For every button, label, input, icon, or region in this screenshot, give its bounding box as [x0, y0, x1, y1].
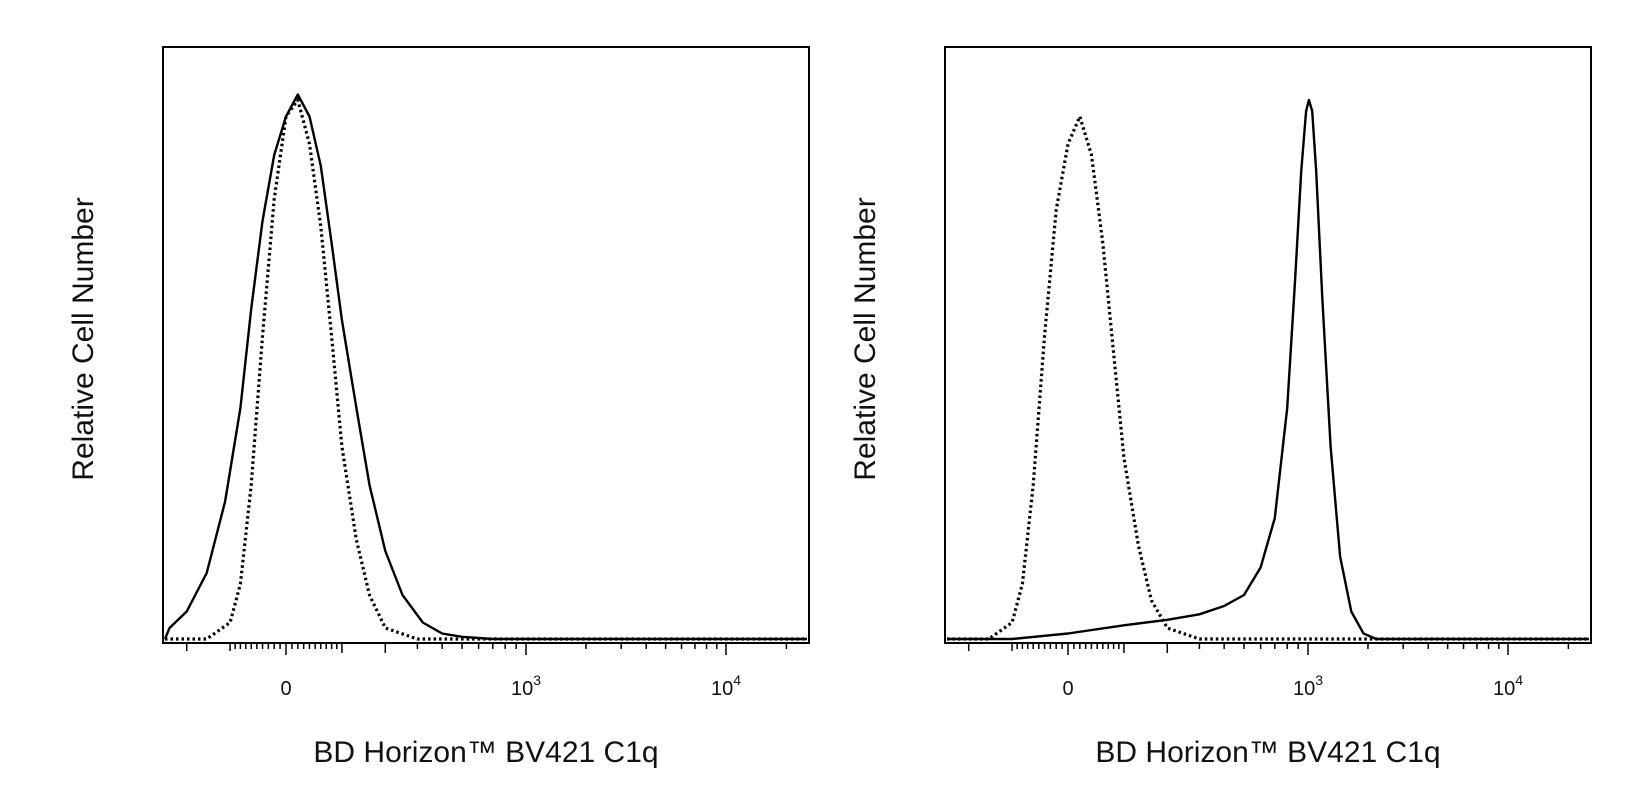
histogram-panel-1: 0 103 104 BD Horizon™ BV421 C1q Relative Cel…: [67, 46, 810, 769]
x-tick-label: 103: [511, 672, 541, 700]
solid-histogram-series: [947, 98, 1589, 641]
x-axis-title: BD Horizon™ BV421 C1q: [313, 736, 658, 769]
histogram-panel-2: 0 103 104 BD Horizon™ BV421 C1q Relative Cel…: [849, 46, 1592, 769]
dotted-histogram-series: [947, 111, 1589, 641]
dotted-histogram-series: [165, 96, 807, 641]
x-tick-label: 0: [1062, 678, 1073, 700]
y-axis-title: Relative Cell Number: [849, 197, 882, 480]
x-axis-title: BD Horizon™ BV421 C1q: [1095, 736, 1440, 769]
solid-histogram-series: [163, 93, 807, 641]
x-tick-label: 104: [1493, 672, 1523, 700]
x-tick-label: 0: [280, 678, 291, 700]
plot-frame: [162, 46, 810, 644]
x-tick-label: 103: [1293, 672, 1323, 700]
x-tick-label: 104: [711, 672, 741, 700]
plot-frame: [944, 46, 1592, 644]
y-axis-title: Relative Cell Number: [67, 197, 100, 480]
